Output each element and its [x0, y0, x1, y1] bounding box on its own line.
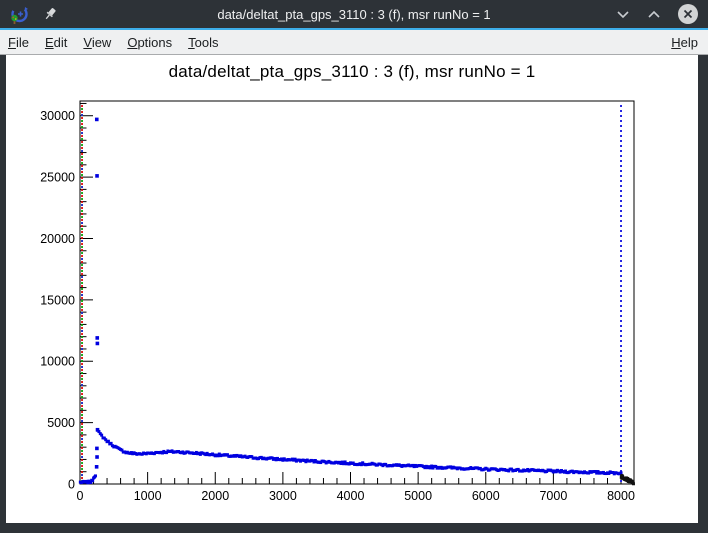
svg-text:5000: 5000 [47, 416, 75, 430]
x-axis: 0 1000 2000 3000 4000 5000 6000 7000 8000 [77, 472, 635, 503]
menu-help[interactable]: Help [671, 34, 698, 50]
svg-text:8000: 8000 [607, 489, 635, 503]
svg-text:4000: 4000 [337, 489, 365, 503]
titlebar[interactable]: data/deltat_pta_gps_3110 : 3 (f), msr ru… [0, 0, 708, 28]
svg-text:15000: 15000 [40, 293, 75, 307]
svg-text:0: 0 [77, 489, 84, 503]
svg-text:7000: 7000 [539, 489, 567, 503]
menu-file[interactable]: File [8, 34, 29, 50]
menubar: File Edit View Options Tools Help [0, 30, 708, 55]
menu-edit[interactable]: Edit [44, 34, 68, 50]
series-pre-t0-baseline [78, 474, 97, 485]
series-prompt-peak [94, 117, 100, 469]
close-button[interactable] [678, 4, 698, 24]
y-axis: 0 5000 10000 15000 20000 25000 30000 [40, 102, 93, 492]
plot-frame [79, 100, 635, 485]
svg-text:20000: 20000 [40, 232, 75, 246]
close-icon [683, 9, 693, 19]
pin-icon[interactable] [44, 7, 59, 22]
series-post-range-tail [619, 474, 635, 486]
plot-title: data/deltat_pta_gps_3110 : 3 (f), msr ru… [168, 62, 536, 81]
svg-text:2000: 2000 [201, 489, 229, 503]
titlebar-accent-line [0, 28, 708, 30]
canvas-frame: 0 1000 2000 3000 4000 5000 6000 7000 8000 0 5000 10… [0, 55, 708, 533]
svg-text:5000: 5000 [404, 489, 432, 503]
chevron-down-icon [617, 10, 629, 18]
root-canvas[interactable]: 0 1000 2000 3000 4000 5000 6000 7000 8000 0 5000 10… [6, 55, 698, 523]
minimize-button[interactable] [616, 10, 630, 19]
menu-view[interactable]: View [83, 34, 112, 50]
svg-text:3000: 3000 [269, 489, 297, 503]
svg-text:1000: 1000 [134, 489, 162, 503]
menu-options[interactable]: Options [127, 34, 173, 50]
svg-text:0: 0 [68, 478, 75, 492]
series-data-histogram [96, 428, 623, 476]
menu-tools[interactable]: Tools [188, 34, 219, 50]
maximize-button[interactable] [647, 10, 661, 19]
svg-text:25000: 25000 [40, 171, 75, 185]
window-title: data/deltat_pta_gps_3110 : 3 (f), msr ru… [217, 6, 491, 22]
svg-text:10000: 10000 [40, 355, 75, 369]
app-icon [9, 4, 30, 25]
svg-text:6000: 6000 [472, 489, 500, 503]
chevron-up-icon [648, 10, 660, 18]
svg-text:30000: 30000 [40, 109, 75, 123]
plot-svg[interactable]: 0 1000 2000 3000 4000 5000 6000 7000 8000 0 5000 10… [6, 55, 698, 523]
